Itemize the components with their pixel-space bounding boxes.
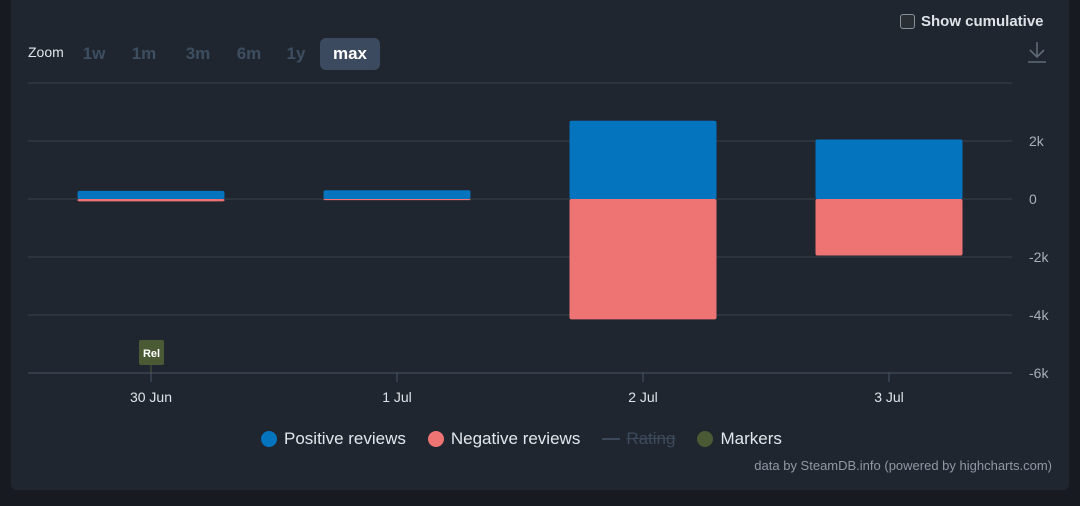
negative-reviews-bar <box>77 199 225 202</box>
reviews-bar-chart: 2k 0 -2k -4k -6k 30 Jun 1 Jul 2 Jul 3 Jul Rel <box>28 82 1049 405</box>
chart-credits[interactable]: data by SteamDB.info (powered by highcha… <box>754 458 1052 473</box>
x-tick-label: 2 Jul <box>628 389 658 405</box>
download-icon[interactable] <box>1026 40 1048 64</box>
y-tick-label: -2k <box>1029 249 1049 265</box>
release-marker-flag <box>139 340 164 365</box>
x-tick-label: 30 Jun <box>130 389 172 405</box>
zoom-label: Zoom <box>28 44 64 60</box>
negative-reviews-swatch <box>427 431 444 447</box>
y-tick-label: -6k <box>1029 365 1049 381</box>
legend-negative-reviews[interactable]: Negative reviews <box>427 429 581 449</box>
chart-legend: Positive reviews Negative reviews Rating… <box>261 428 782 450</box>
positive-reviews-bar <box>569 120 717 199</box>
markers-swatch <box>697 431 714 447</box>
show-cumulative-toggle[interactable]: Show cumulative <box>900 12 1044 30</box>
positive-reviews-bar <box>323 190 471 199</box>
legend-rating[interactable]: Rating <box>602 429 675 449</box>
legend-markers[interactable]: Markers <box>697 429 782 449</box>
zoom-1w-button[interactable]: 1w <box>82 44 106 63</box>
negative-reviews-bar <box>569 199 717 320</box>
legend-markers-label: Markers <box>720 429 782 448</box>
positive-reviews-swatch <box>261 431 277 447</box>
negative-reviews-bar <box>323 199 471 201</box>
y-tick-label: 0 <box>1029 191 1037 207</box>
y-tick-label: -4k <box>1029 307 1049 323</box>
zoom-1y-button[interactable]: 1y <box>286 44 306 63</box>
x-tick-label: 3 Jul <box>874 389 904 405</box>
y-tick-label: 2k <box>1029 133 1045 149</box>
release-marker-label: Rel <box>143 348 160 360</box>
show-cumulative-checkbox[interactable] <box>900 13 915 29</box>
positive-reviews-bar <box>815 139 963 199</box>
legend-negative-label: Negative reviews <box>450 429 581 448</box>
rating-swatch <box>602 438 621 440</box>
legend-rating-label: Rating <box>626 429 676 448</box>
legend-positive-label: Positive reviews <box>284 429 406 448</box>
x-tick-label: 1 Jul <box>382 389 412 405</box>
zoom-3m-button[interactable]: 3m <box>185 44 211 63</box>
positive-reviews-bar <box>77 190 225 199</box>
zoom-6m-button[interactable]: 6m <box>236 44 262 63</box>
legend-positive-reviews[interactable]: Positive reviews <box>261 429 406 449</box>
zoom-max-button[interactable]: max <box>320 38 380 70</box>
negative-reviews-bar <box>815 199 963 256</box>
show-cumulative-label: Show cumulative <box>921 12 1044 30</box>
zoom-1m-button[interactable]: 1m <box>131 44 157 63</box>
